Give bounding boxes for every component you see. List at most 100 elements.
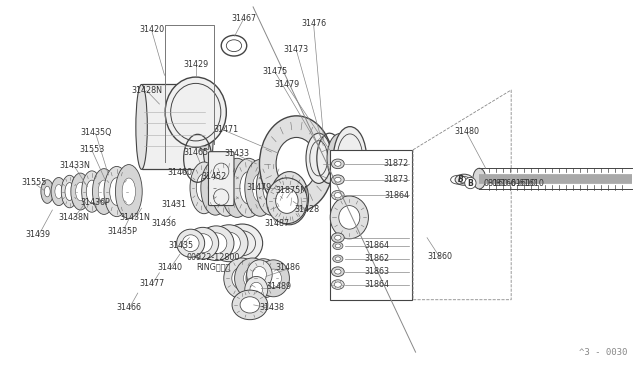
- Ellipse shape: [122, 178, 136, 205]
- Ellipse shape: [51, 177, 67, 206]
- Ellipse shape: [455, 174, 473, 185]
- Text: 31438: 31438: [260, 303, 285, 312]
- Text: 31467: 31467: [231, 13, 256, 22]
- Ellipse shape: [61, 175, 78, 208]
- Text: B: B: [467, 179, 473, 187]
- Ellipse shape: [245, 276, 268, 302]
- Text: 31465: 31465: [184, 148, 209, 157]
- Ellipse shape: [221, 158, 253, 217]
- Ellipse shape: [196, 174, 212, 202]
- Ellipse shape: [335, 161, 341, 166]
- Ellipse shape: [55, 185, 63, 199]
- Text: 00922-12800: 00922-12800: [186, 253, 239, 263]
- Ellipse shape: [333, 255, 343, 262]
- Bar: [200, 137, 208, 149]
- Text: 31429: 31429: [183, 60, 209, 69]
- Ellipse shape: [334, 282, 341, 287]
- Text: 31486: 31486: [275, 263, 300, 272]
- Ellipse shape: [115, 164, 142, 218]
- Ellipse shape: [270, 171, 308, 225]
- Ellipse shape: [44, 186, 50, 197]
- Ellipse shape: [65, 183, 74, 201]
- Text: 31471: 31471: [213, 125, 238, 134]
- Ellipse shape: [266, 178, 307, 224]
- Text: 31860: 31860: [428, 251, 452, 261]
- Ellipse shape: [93, 169, 115, 214]
- Ellipse shape: [339, 206, 360, 229]
- Ellipse shape: [202, 84, 214, 169]
- Ellipse shape: [71, 173, 90, 210]
- Ellipse shape: [41, 180, 54, 203]
- Text: 31431: 31431: [161, 200, 186, 209]
- Ellipse shape: [263, 173, 279, 203]
- Ellipse shape: [266, 269, 282, 288]
- Ellipse shape: [335, 177, 341, 182]
- Ellipse shape: [198, 226, 234, 260]
- Ellipse shape: [208, 174, 223, 202]
- Bar: [200, 119, 208, 131]
- Ellipse shape: [335, 244, 340, 248]
- Ellipse shape: [76, 182, 85, 201]
- Ellipse shape: [246, 260, 272, 289]
- Ellipse shape: [245, 160, 275, 216]
- Text: 31435P: 31435P: [108, 227, 138, 235]
- Ellipse shape: [332, 233, 344, 243]
- Text: 31875M: 31875M: [275, 186, 307, 195]
- Ellipse shape: [211, 160, 242, 216]
- Ellipse shape: [244, 268, 261, 288]
- Ellipse shape: [276, 188, 298, 214]
- Ellipse shape: [187, 227, 219, 259]
- Ellipse shape: [232, 290, 268, 320]
- Ellipse shape: [252, 266, 266, 283]
- Ellipse shape: [334, 193, 341, 198]
- Text: 31466: 31466: [116, 303, 141, 312]
- Text: 31440: 31440: [157, 263, 182, 272]
- Text: 31473: 31473: [284, 45, 309, 54]
- Ellipse shape: [222, 224, 262, 262]
- Ellipse shape: [252, 174, 268, 202]
- Ellipse shape: [473, 168, 486, 189]
- Text: 31555: 31555: [22, 178, 47, 187]
- Text: RINGリング: RINGリング: [196, 262, 230, 271]
- Text: 31479: 31479: [247, 183, 272, 192]
- Ellipse shape: [335, 235, 341, 240]
- Ellipse shape: [104, 166, 129, 217]
- Bar: [200, 104, 208, 116]
- Ellipse shape: [232, 267, 252, 289]
- Ellipse shape: [332, 280, 344, 289]
- Ellipse shape: [182, 235, 199, 251]
- Ellipse shape: [224, 258, 259, 299]
- Ellipse shape: [193, 234, 212, 253]
- Text: 31489: 31489: [267, 282, 292, 291]
- Text: 31460: 31460: [167, 168, 192, 177]
- Ellipse shape: [82, 171, 102, 212]
- Ellipse shape: [335, 257, 340, 260]
- Ellipse shape: [333, 126, 367, 190]
- Text: 31439: 31439: [26, 230, 51, 239]
- Ellipse shape: [190, 162, 218, 214]
- Ellipse shape: [201, 161, 230, 215]
- Text: 31435: 31435: [168, 241, 194, 250]
- Bar: [141, 84, 208, 169]
- Text: 31873: 31873: [384, 175, 409, 184]
- Text: 31435Q: 31435Q: [80, 128, 111, 137]
- Ellipse shape: [218, 172, 235, 203]
- Text: 08160-61610: 08160-61610: [483, 179, 536, 187]
- Ellipse shape: [246, 259, 280, 298]
- Text: 31864: 31864: [365, 241, 390, 250]
- Text: 31864: 31864: [384, 191, 409, 200]
- Text: 31428: 31428: [294, 205, 320, 215]
- Ellipse shape: [109, 178, 124, 205]
- Ellipse shape: [99, 180, 109, 203]
- Ellipse shape: [335, 269, 341, 274]
- Text: ^3 - 0030: ^3 - 0030: [579, 349, 628, 357]
- Ellipse shape: [459, 176, 469, 183]
- Ellipse shape: [333, 242, 343, 250]
- Ellipse shape: [205, 233, 227, 254]
- FancyBboxPatch shape: [209, 152, 234, 206]
- Ellipse shape: [275, 175, 289, 201]
- Text: 31433N: 31433N: [60, 161, 90, 170]
- Ellipse shape: [332, 175, 344, 185]
- Ellipse shape: [210, 225, 248, 262]
- Text: B: B: [458, 175, 464, 184]
